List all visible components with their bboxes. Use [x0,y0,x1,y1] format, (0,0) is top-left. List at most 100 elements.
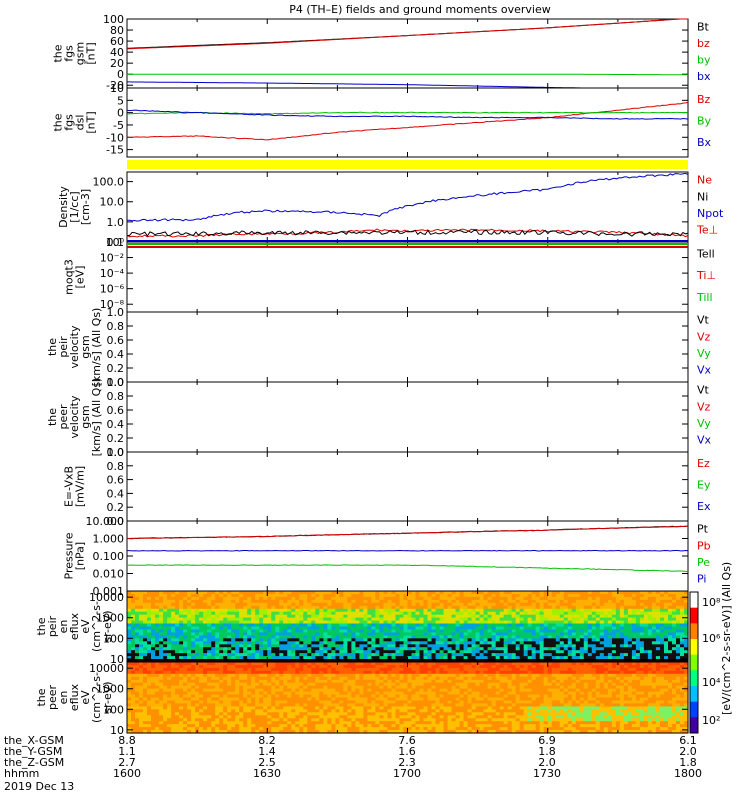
heatmap-cell [307,685,312,690]
heatmap-cell [295,602,300,607]
heatmap-cell [263,691,268,696]
heatmap-cell [651,591,657,595]
heatmap-cell [275,614,280,619]
heatmap-cell [367,620,372,625]
heatmap-cell [623,641,629,645]
heatmap-cell [247,703,252,707]
heatmap-cell [591,641,597,645]
y-tick-label: 0.100 [93,550,125,563]
heatmap-cell [315,718,320,722]
heatmap-cell [255,718,260,722]
y-tick-label: 0.0 [107,515,125,528]
heatmap-cell [431,608,437,613]
heatmap-cell [639,653,645,657]
heatmap-cell [271,602,276,607]
heatmap-cell [415,602,421,607]
heatmap-cell [403,620,409,625]
heatmap-cell [239,656,244,660]
heatmap-cell [219,676,224,681]
heatmap-cell [559,620,565,625]
heatmap-cell [299,611,304,616]
heatmap-cell [339,591,344,595]
heatmap-cell [151,644,156,648]
heatmap-cell [231,653,236,657]
heatmap-cell [291,608,296,613]
heatmap-cell [183,718,188,722]
heatmap-cell [271,614,276,619]
heatmap-cell [259,673,264,678]
heatmap-cell [431,626,437,631]
heatmap-cell [215,685,220,690]
heatmap-cell [147,685,152,690]
heatmap-cell [635,602,641,607]
heatmap-cell [231,644,236,648]
heatmap-cell [439,617,445,622]
heatmap-cell [135,608,140,613]
heatmap-cell [676,629,681,634]
heatmap-cell [147,617,152,622]
heatmap-cell [639,632,645,636]
heatmap-cell [575,653,581,657]
heatmap-cell [191,712,196,716]
heatmap-cell [175,718,180,722]
heatmap-cell [459,591,465,595]
heatmap-cell [371,644,376,648]
heatmap-cell [135,673,140,678]
heatmap-cell [579,623,585,628]
heatmap-cell [227,706,232,710]
y-tick-label: 10⁻⁸ [100,298,125,311]
heatmap-cell [455,632,461,636]
heatmap-cell [143,724,148,728]
heatmap-cell [283,611,288,616]
heatmap-cell [191,591,196,595]
heatmap-cell [575,591,581,595]
heatmap-cell [271,596,276,601]
heatmap-cell [483,629,489,634]
heatmap-cell [487,602,493,607]
heatmap-cell [155,670,160,675]
heatmap-cell [235,715,240,719]
heatmap-cell [407,644,413,648]
heatmap-cell [599,599,605,604]
heatmap-cell [151,641,156,645]
heatmap-cell [279,656,284,660]
heatmap-cell [259,641,264,645]
heatmap-cell [351,629,356,634]
heatmap-cell [143,614,148,619]
heatmap-cell [147,673,152,678]
heatmap-cell [439,608,445,613]
heatmap-cell [435,626,441,631]
heatmap-cell [367,614,372,619]
heatmap-cell [403,650,409,654]
heatmap-cell [479,602,485,607]
heatmap-cell [259,617,264,622]
heatmap-cell [131,727,136,731]
heatmap-cell [599,617,605,622]
heatmap-cell [131,635,136,639]
heatmap-cell [147,724,152,728]
heatmap-cell [407,635,413,639]
heatmap-cell [279,685,284,690]
heatmap-cell [515,594,521,598]
heatmap-cell [307,620,312,625]
heatmap-cell [231,611,236,616]
heatmap-cell [651,611,657,616]
heatmap-cell [271,591,276,595]
heatmap-cell [571,656,577,660]
legend-Vz: Vz [697,400,711,413]
heatmap-cell [439,594,445,598]
heatmap-cell [331,670,336,675]
heatmap-cell [287,709,292,713]
heatmap-cell [483,591,489,595]
heatmap-cell [339,635,344,639]
heatmap-cell [531,602,537,607]
heatmap-cell [231,679,236,684]
heatmap-cell [339,653,344,657]
heatmap-cell [523,605,529,610]
heatmap-cell [463,611,469,616]
heatmap-cell [563,632,569,636]
heatmap-cell [187,608,192,613]
heatmap-cell [635,614,641,619]
heatmap-cell [676,656,681,660]
panel-frame [126,87,689,158]
